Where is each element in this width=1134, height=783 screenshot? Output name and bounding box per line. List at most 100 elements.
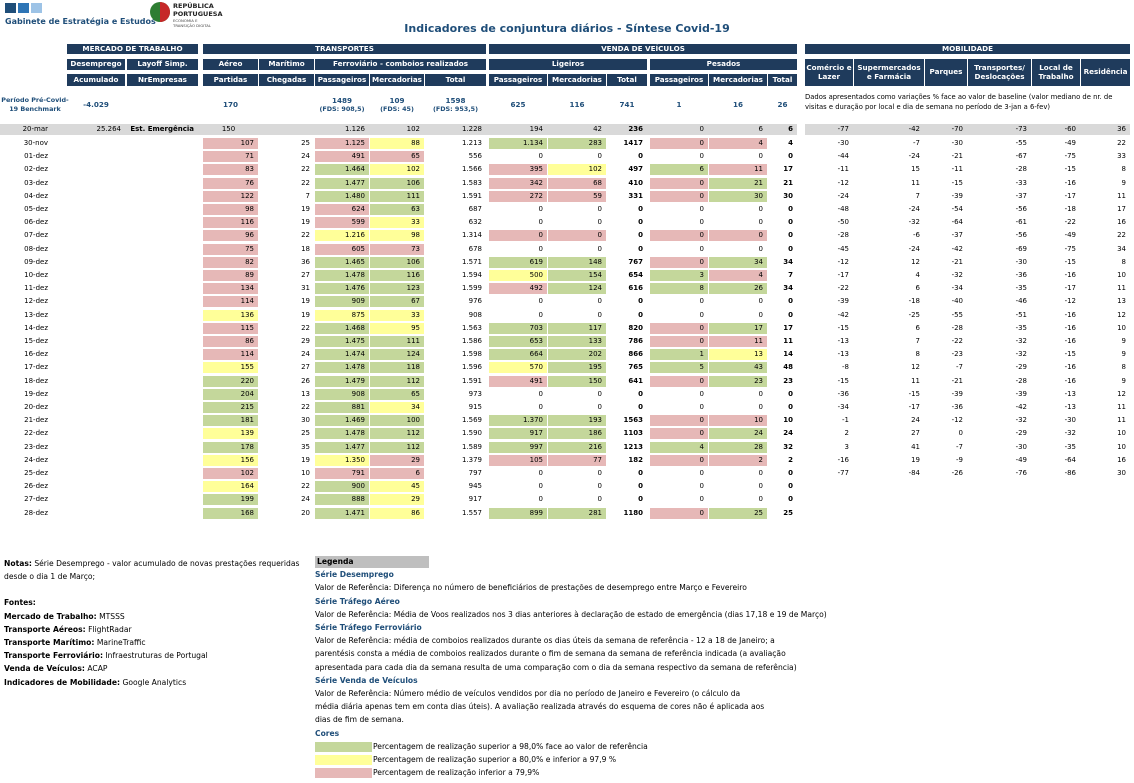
cell-fm: 6 (370, 468, 424, 479)
cell-lt: 1103 (623, 429, 643, 438)
cell-pt: 0 (788, 389, 793, 398)
table-row: 27-dez 199 24 888 29 917 0 0 0 0 0 0 (0, 493, 1134, 506)
cell-mobility: -29 (1015, 429, 1027, 438)
cell-fm: 112 (370, 375, 424, 387)
cell-fp: 624 (315, 204, 369, 215)
cell-mobility: -22 (837, 284, 849, 293)
cell-lp: 664 (489, 349, 547, 361)
cell-pt: 0 (788, 152, 793, 161)
cell-mobility: -42 (951, 244, 963, 253)
cell-lp: 491 (489, 375, 547, 387)
table-row: 16-dez 114 24 1.474 124 1.598 664 202 866 1 13 14 -1… (0, 348, 1134, 361)
cell-mar: 24 (301, 495, 310, 504)
cell-pt: 23 (783, 376, 793, 385)
row-date: 01-dez (24, 152, 48, 161)
cell-pp: 0 (699, 310, 704, 319)
cell-pm: 11 (709, 164, 767, 176)
cell-mar: 31 (301, 284, 310, 293)
cell-pp: 4 (650, 441, 708, 453)
cell-mobility: -46 (1015, 297, 1027, 306)
cell-lm: 0 (597, 218, 602, 227)
cell-mobility: -54 (951, 205, 963, 213)
cell-lm: 124 (548, 283, 606, 295)
cell-lm: 42 (593, 125, 602, 133)
cell-fp: 605 (315, 243, 369, 255)
cell-fm: 86 (370, 507, 424, 519)
cell-fp: 1.474 (315, 349, 369, 361)
row-date: 23-dez (24, 442, 48, 451)
cell-aer: 139 (203, 428, 258, 440)
table-row: 07-dez 96 22 1.216 98 1.314 0 0 0 0 0 0 -28 -6 -37 -56-… (0, 229, 1134, 242)
cell-mobility: -39 (951, 389, 963, 398)
cell-aer: 71 (203, 151, 258, 163)
table-row: 21-dez 181 30 1.469 100 1.569 1.370 193 1563 0 10 1… (0, 414, 1134, 427)
cell-lt: 0 (638, 310, 643, 319)
cell-mobility: 12 (911, 363, 920, 372)
cell-pp: 0 (699, 403, 704, 411)
row-date: 04-dez (24, 191, 48, 200)
cell-pt: 7 (788, 271, 793, 279)
cell-pm: 0 (758, 205, 763, 213)
cell-lm: 102 (548, 164, 606, 176)
cell-mobility: -13 (837, 350, 849, 359)
col-parques: Parques (925, 59, 967, 86)
benchmark-value: 16 (709, 92, 767, 118)
cell-lp: 0 (538, 310, 543, 319)
cell-mar: 22 (301, 231, 310, 240)
cell-mobility: -64 (1064, 455, 1076, 464)
cell-mobility: -34 (837, 403, 849, 411)
sub-desemprego: Desemprego (67, 59, 125, 70)
cell-mobility: -16 (1064, 310, 1076, 319)
cell-mobility: -75 (1064, 244, 1076, 253)
benchmark-number: -4.029 (83, 99, 109, 109)
cell-mobility: 8 (1121, 165, 1126, 174)
cell-mobility: 11 (1117, 403, 1126, 411)
cell-ft: 1.569 (461, 416, 482, 425)
cell-mar: 18 (301, 244, 310, 253)
cell-lt: 1563 (623, 416, 643, 425)
cell-lm: 195 (548, 362, 606, 374)
cell-lm: 0 (597, 152, 602, 161)
cell-mar: 26 (301, 376, 310, 385)
source-item: Transporte Aéreos: FlightRadar (4, 623, 304, 636)
cell-fp: 1.479 (315, 375, 369, 387)
cell-mobility: 6 (915, 284, 920, 293)
cell-pt: 32 (783, 442, 793, 451)
cell-mobility: -44 (837, 152, 849, 161)
cell-lm: 186 (548, 428, 606, 440)
cell-fm: 123 (370, 283, 424, 295)
cell-mobility: 12 (911, 257, 920, 266)
cell-aer: 164 (203, 481, 258, 493)
cell-pm: 0 (758, 218, 763, 227)
cell-mobility: -42 (837, 310, 849, 319)
col-total: Total (768, 74, 797, 86)
cell-mobility: -16 (1064, 376, 1076, 385)
cell-lm: 202 (548, 349, 606, 361)
gee-logo: Gabinete de Estratégia e Estudos (5, 3, 156, 31)
source-value: Infraestruturas de Portugal (105, 651, 208, 661)
cell-pp: 0 (650, 138, 708, 149)
cell-pp: 5 (650, 362, 708, 374)
cell-lt: 0 (638, 152, 643, 161)
cell-mobility: -35 (1015, 284, 1027, 293)
source-value: MarineTraffic (96, 638, 146, 648)
row-date: 12-dez (24, 297, 48, 306)
cell-mobility: -26 (951, 469, 963, 477)
cell-aer: 115 (203, 322, 258, 334)
cell-pt: 34 (783, 284, 793, 293)
cell-mobility: -32 (1015, 337, 1027, 345)
cell-aer: 134 (203, 283, 258, 295)
table-row: 09-dez 82 36 1.465 106 1.571 619 148 767 0 34 34 -12… (0, 256, 1134, 269)
cell-mar: 24 (301, 350, 310, 359)
flag-emblem-icon (150, 2, 170, 22)
cell-aer: 155 (203, 362, 258, 374)
row-date: 20-mar (22, 125, 48, 133)
cell-lt: 1213 (623, 442, 643, 451)
cell-pp: 0 (699, 244, 704, 253)
cell-aer: 76 (203, 177, 258, 189)
cell-lt: 0 (638, 389, 643, 398)
cell-mobility: 11 (911, 178, 920, 187)
cell-fp: 875 (315, 309, 369, 321)
cell-fp: 1.478 (315, 362, 369, 374)
cell-mar: 19 (301, 218, 310, 227)
